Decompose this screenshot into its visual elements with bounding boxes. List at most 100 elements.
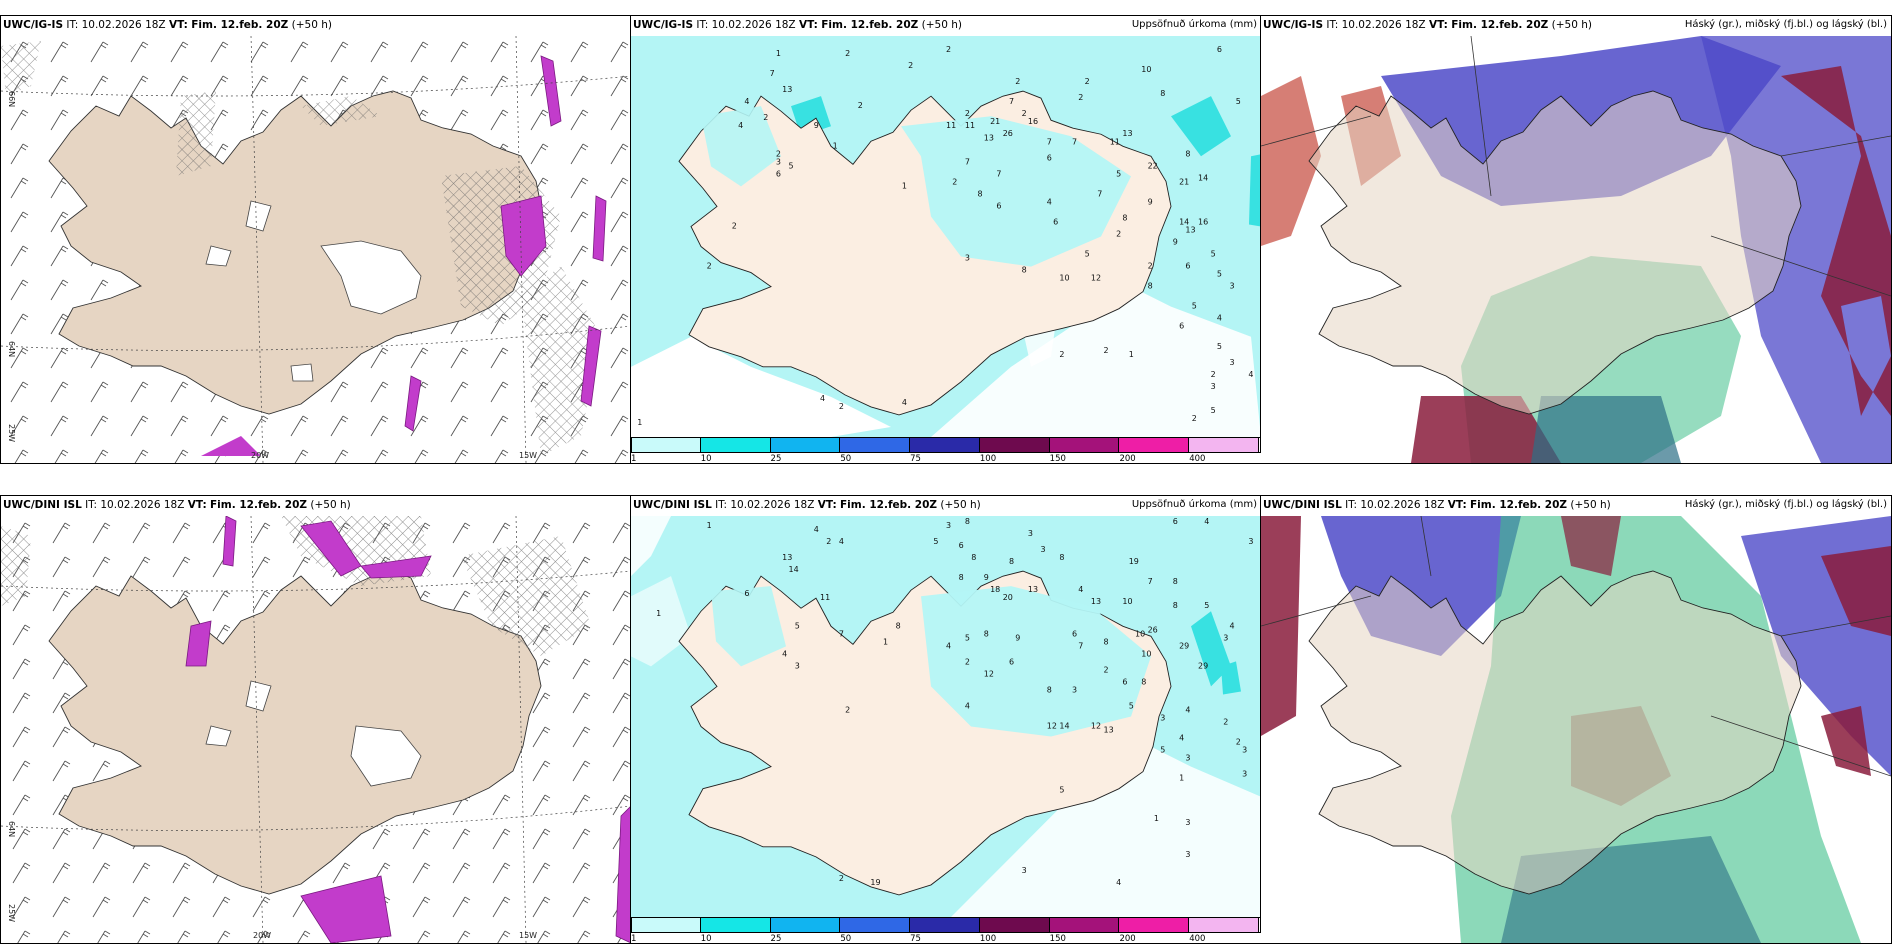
precip-value: 11	[1110, 137, 1120, 146]
precip-value: 13	[1104, 726, 1114, 735]
precip-value: 1	[1154, 814, 1159, 823]
precip-value: 9	[1015, 633, 1020, 642]
colorbar-tick: 50	[840, 454, 852, 464]
boundary-lines	[1261, 36, 1891, 297]
precip-value: 16	[1028, 117, 1038, 126]
lat-label: 25W	[7, 904, 16, 922]
graticule-lon	[250, 516, 264, 943]
lat-label: 25W	[7, 424, 16, 442]
precip-value: 4	[1116, 878, 1121, 887]
precip-value: 3	[1160, 714, 1165, 723]
precip-value: 2	[1104, 346, 1109, 355]
colorbar-segment	[979, 437, 1050, 453]
precip-value: 14	[1198, 173, 1208, 182]
precip-value: 8	[965, 517, 970, 526]
precip-value: 3	[776, 157, 781, 166]
colorbar-tick: 50	[840, 934, 852, 944]
panel-title: UWC/DINI ISL IT: 10.02.2026 18Z VT: Fim.…	[633, 499, 981, 511]
precip-value: 16	[1198, 217, 1208, 226]
precip-value: 3	[1211, 382, 1216, 391]
precip-value: 19	[870, 878, 880, 887]
colorbar-frame	[631, 437, 1261, 453]
precip-value: 13	[1028, 585, 1038, 594]
precip-value: 10	[1141, 65, 1151, 74]
precip-value: 1	[1179, 774, 1184, 783]
precip-value: 3	[1230, 282, 1235, 291]
precip-value: 5	[1211, 406, 1216, 415]
precip-over-land	[711, 586, 786, 667]
precip-value: 3	[1242, 770, 1247, 779]
precip-value: 13	[782, 553, 792, 562]
precip-value: 8	[1104, 637, 1109, 646]
precip-value: 4	[1248, 370, 1253, 379]
precip-value: 8	[971, 553, 976, 562]
mid-cloud	[1701, 36, 1891, 463]
graticule-lat	[1, 805, 631, 831]
precip-value: 8	[896, 621, 901, 630]
panel-title: UWC/DINI ISL IT: 10.02.2026 18Z VT: Fim.…	[1263, 499, 1611, 511]
colorbar-segment	[700, 917, 771, 933]
panel-title: UWC/DINI ISL IT: 10.02.2026 18Z VT: Fim.…	[3, 499, 351, 511]
precip-value: 5	[1129, 701, 1134, 710]
precip-value: 5	[1217, 342, 1222, 351]
colorbar-segment	[700, 437, 771, 453]
precip-value: 5	[1160, 746, 1165, 755]
panel-variable-label: Háský (gr.), miðský (fj.bl.) og lágský (…	[1684, 19, 1887, 30]
wind-map: 20W 15W 66N 64N 25W	[1, 36, 631, 463]
precip-value: 13	[1122, 129, 1132, 138]
precip-value: 6	[959, 541, 964, 550]
panel-ig-precip: UWC/IG-IS IT: 10.02.2026 18Z VT: Fim. 12…	[630, 15, 1262, 464]
precip-value: 2	[965, 109, 970, 118]
panel-title: UWC/IG-IS IT: 10.02.2026 18Z VT: Fim. 12…	[1263, 19, 1592, 31]
precip-value: 8	[1059, 553, 1064, 562]
colorbar-tick: 400	[1189, 934, 1206, 944]
colorbar-frame	[631, 917, 1261, 933]
precip-value: 13	[1091, 597, 1101, 606]
dry-area	[631, 576, 691, 667]
precip-magenta-south	[201, 436, 261, 456]
colorbar-segment	[1119, 917, 1190, 933]
precip-value: 18	[990, 585, 1000, 594]
precip-value: 2	[1104, 665, 1109, 674]
precip-value: 8	[1009, 557, 1014, 566]
precip-value: 2	[839, 874, 844, 883]
hatched-areas	[1, 41, 601, 456]
precip-value: 7	[770, 69, 775, 78]
graticule-lon	[515, 516, 527, 943]
low-cloud	[1261, 516, 1301, 736]
precip-value: 2	[946, 45, 951, 54]
iceland-land	[1308, 90, 1802, 415]
low-cloud	[1821, 546, 1891, 776]
wind-map-svg: 20W 15W 66N 64N 25W	[1, 36, 631, 463]
precip-value: 2	[858, 101, 863, 110]
precip-value: 3	[1230, 358, 1235, 367]
precip-value: 3	[1041, 545, 1046, 554]
lat-label: 64N	[7, 341, 16, 357]
colorbar-segment	[631, 917, 701, 933]
colorbar-tick: 100	[979, 934, 997, 944]
precip-value: 6	[1122, 677, 1127, 686]
colorbar-tick: 25	[770, 454, 782, 464]
precip-value: 1	[776, 49, 781, 58]
precip-value: 5	[789, 161, 794, 170]
dry-area	[631, 516, 1261, 917]
precip-value: 8	[1185, 149, 1190, 158]
hatched-areas	[1, 516, 591, 656]
precip-value: 2	[707, 262, 712, 271]
precip-value: 5	[1085, 250, 1090, 259]
dry-area	[631, 336, 891, 437]
cloud-map	[1261, 36, 1891, 463]
precip-value: 6	[1217, 45, 1222, 54]
precip-value: 4	[782, 649, 787, 658]
precip-value: 3	[1185, 818, 1190, 827]
precip-value: 6	[1047, 153, 1052, 162]
precip-value: 4	[744, 97, 749, 106]
precip-value: 9	[984, 573, 989, 582]
panel-variable-label: Uppsöfnuð úrkoma (mm)	[1131, 19, 1257, 30]
precip-value: 6	[1072, 629, 1077, 638]
precip-value: 4	[946, 641, 951, 650]
precip-value: 2	[1211, 370, 1216, 379]
precip-core	[1191, 611, 1241, 695]
colorbar-segment	[631, 437, 701, 453]
